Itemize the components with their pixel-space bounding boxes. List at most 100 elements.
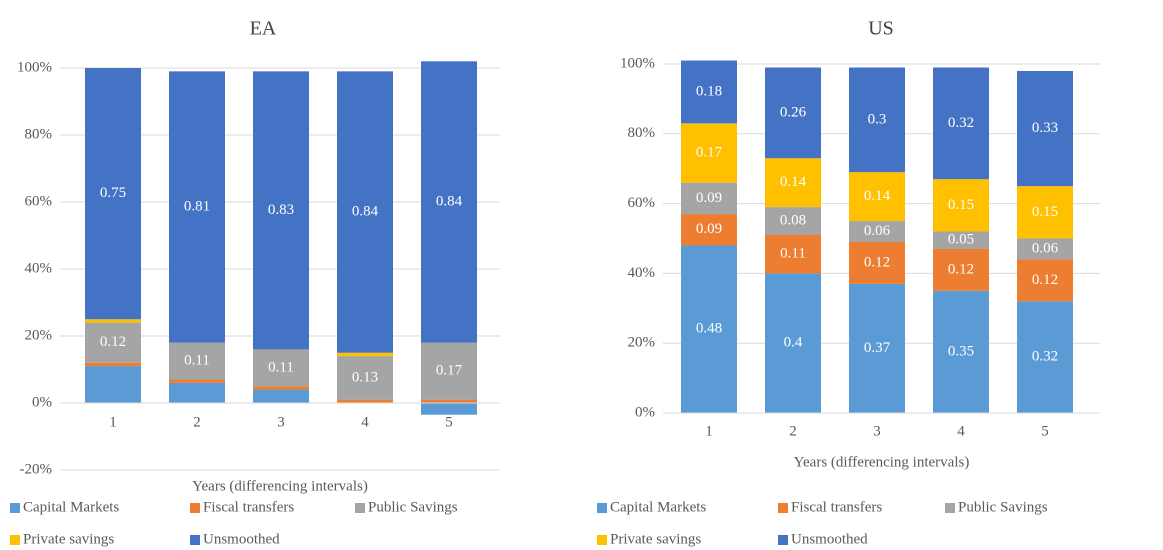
legend-swatch: [190, 503, 200, 513]
legend-label: Fiscal transfers: [791, 499, 882, 515]
data-label: 0.18: [696, 83, 722, 99]
x-tick-label: 4: [361, 414, 369, 430]
bar-segment: [765, 235, 821, 274]
y-tick-label: 60%: [628, 195, 656, 211]
bar-segment: [849, 221, 905, 242]
y-tick-label: 40%: [628, 265, 656, 281]
data-label: 0.37: [864, 340, 891, 356]
legend-label: Public Savings: [958, 499, 1048, 515]
bar-segment: [681, 123, 737, 183]
data-label: 0.13: [352, 369, 378, 385]
bar-segment: [337, 71, 393, 353]
data-label: 0.15: [948, 197, 974, 213]
bar-segment: [253, 389, 309, 403]
legend-swatch: [355, 503, 365, 513]
data-label: 0.06: [864, 223, 891, 239]
data-label: 0.12: [948, 261, 974, 277]
y-tick-label: 0%: [32, 394, 52, 410]
data-label: 0.35: [948, 343, 974, 359]
legend-swatch: [945, 503, 955, 513]
y-tick-label: 80%: [628, 125, 656, 141]
x-tick-label: 1: [109, 414, 117, 430]
x-axis-label: Years (differencing intervals): [794, 454, 970, 470]
data-label: 0.75: [100, 185, 126, 201]
data-label: 0.11: [184, 353, 210, 369]
data-label: 0.12: [1032, 272, 1058, 288]
x-tick-label: 3: [277, 414, 285, 430]
legend-label: Capital Markets: [23, 499, 119, 515]
y-tick-label: 80%: [25, 126, 53, 142]
bar-segment: [85, 366, 141, 403]
bar-segment: [765, 273, 821, 413]
x-tick-label: 2: [789, 423, 797, 439]
bar-segment: [849, 67, 905, 173]
bar-segment: [337, 356, 393, 400]
bar-segment: [85, 68, 141, 320]
x-tick-label: 4: [957, 423, 965, 439]
bar-segment: [681, 214, 737, 246]
legend-swatch: [597, 503, 607, 513]
data-label: 0.15: [1032, 204, 1058, 220]
data-label: 0.17: [696, 144, 723, 160]
data-label: 0.11: [268, 359, 294, 375]
bar-segment: [681, 245, 737, 413]
y-tick-label: 100%: [620, 55, 655, 71]
bar-segment: [765, 67, 821, 159]
bar-segment: [1017, 238, 1073, 260]
y-tick-label: 20%: [25, 327, 53, 343]
legend-label: Public Savings: [368, 499, 458, 515]
bar-segment: [765, 207, 821, 236]
data-label: 0.11: [780, 246, 806, 262]
bar-segment: [169, 382, 225, 403]
x-tick-label: 5: [445, 414, 453, 430]
bar-segment: [85, 362, 141, 367]
legend-swatch: [190, 535, 200, 545]
data-label: 0.81: [184, 198, 210, 214]
legend-label: Capital Markets: [610, 499, 706, 515]
x-axis-label: Years (differencing intervals): [192, 478, 368, 494]
data-label: 0.08: [780, 212, 806, 228]
data-label: 0.48: [696, 321, 722, 337]
bar-segment: [1017, 70, 1073, 187]
bar-segment: [85, 322, 141, 363]
bar-segment: [1017, 186, 1073, 239]
legend-label: Private savings: [610, 531, 701, 547]
data-label: 0.17: [436, 363, 463, 379]
y-tick-label: 100%: [17, 59, 52, 75]
data-label: 0.14: [780, 174, 807, 190]
bar-segment: [933, 179, 989, 232]
data-label: 0.32: [1032, 349, 1058, 365]
x-tick-label: 2: [193, 414, 201, 430]
bar-segment: [849, 283, 905, 413]
bar-segment: [169, 71, 225, 343]
x-tick-label: 1: [705, 423, 713, 439]
bar-segment: [169, 342, 225, 380]
bar-segment: [421, 61, 477, 343]
bar-segment: [933, 290, 989, 413]
chart-title: US: [868, 18, 894, 40]
bar-segment: [253, 349, 309, 387]
y-tick-label: 60%: [25, 193, 53, 209]
data-label: 0.12: [100, 334, 126, 350]
y-tick-label: 0%: [635, 404, 655, 420]
bar-segment: [849, 241, 905, 284]
y-tick-label: -20%: [20, 461, 53, 477]
y-tick-label: 40%: [25, 260, 53, 276]
data-label: 0.12: [864, 254, 890, 270]
bar-segment: [169, 379, 225, 383]
legend-swatch: [778, 503, 788, 513]
bar-segment: [933, 67, 989, 180]
bar-segment: [253, 386, 309, 390]
legend-label: Unsmoothed: [791, 531, 868, 547]
bar-segment: [421, 403, 477, 415]
data-label: 0.83: [268, 202, 294, 218]
data-label: 0.05: [948, 232, 974, 248]
bar-segment: [421, 399, 477, 403]
bar-segment: [253, 71, 309, 350]
bar-segment: [681, 60, 737, 124]
legend-swatch: [597, 535, 607, 545]
bar-segment: [421, 342, 477, 400]
data-label: 0.26: [780, 104, 807, 120]
bar-segment: [681, 182, 737, 215]
